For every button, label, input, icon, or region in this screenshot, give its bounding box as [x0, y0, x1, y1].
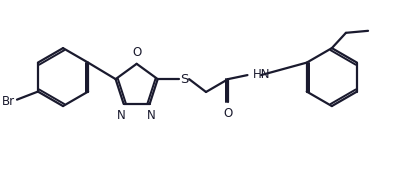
Text: S: S: [180, 73, 188, 86]
Text: N: N: [147, 109, 156, 123]
Text: O: O: [223, 107, 233, 120]
Text: O: O: [132, 45, 141, 59]
Text: N: N: [117, 109, 126, 123]
Text: HN: HN: [253, 68, 271, 81]
Text: Br: Br: [2, 95, 15, 108]
